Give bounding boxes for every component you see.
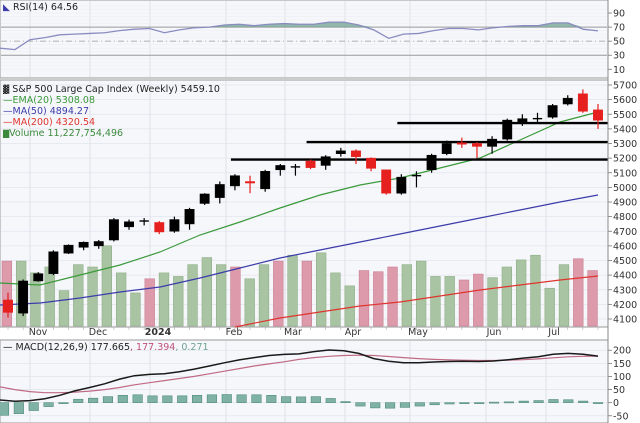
macd-legend: — MACD(12,26,9) 177.665, 177.394, 0.271 — [3, 342, 209, 353]
price-tick-label: 4600 — [613, 241, 637, 252]
candlestick-icon: ▓ — [3, 85, 10, 94]
price-tick-label: 5400 — [613, 124, 637, 135]
rsi-tick-label: 50 — [613, 37, 625, 48]
macd-signal-label: , 177.394 — [130, 342, 176, 353]
rsi-tick-label: 10 — [613, 65, 625, 76]
macd-line-icon: — — [3, 342, 13, 353]
ma50-line-icon: — — [3, 106, 13, 117]
price-title: S&P 500 Large Cap Index (Weekly) 5459.10 — [12, 84, 220, 95]
price-tick-label: 5000 — [613, 183, 637, 194]
volume-label: Volume 11,227,754,496 — [9, 128, 124, 139]
rsi-tick-label: 90 — [613, 9, 625, 20]
price-tick-label: 4300 — [613, 285, 637, 296]
price-tick-label: 4900 — [613, 198, 637, 209]
rsi-panel — [0, 0, 609, 79]
x-axis-label: Apr — [345, 327, 362, 338]
volume-bars — [1, 245, 598, 327]
x-axis-label: Jul — [547, 327, 559, 338]
x-axis-label: Feb — [226, 327, 243, 338]
macd-tick-label: 200 — [613, 346, 631, 357]
volume-bars-icon: ▇ — [3, 129, 10, 138]
rsi-legend: ◣ RSI(14) 64.56 — [3, 2, 78, 14]
x-axis-label: Mar — [284, 327, 302, 338]
macd-hist-label: , 0.271 — [175, 342, 209, 353]
x-axis-label: Dec — [89, 327, 107, 338]
candlesticks — [3, 89, 603, 318]
x-axis-label: May — [408, 327, 428, 338]
price-tick-label: 4200 — [613, 300, 637, 311]
x-axis-label: Nov — [29, 327, 48, 338]
macd-tick-label: 0 — [613, 398, 619, 409]
ma200-line-icon: — — [3, 117, 13, 128]
price-tick-label: 4400 — [613, 271, 637, 282]
macd-plot — [0, 349, 604, 416]
price-tick-label: 5500 — [613, 110, 637, 121]
x-axis-label: Jun — [486, 327, 502, 338]
price-tick-label: 4700 — [613, 227, 637, 238]
rsi-tick-label: 30 — [613, 51, 625, 62]
macd-tick-label: 150 — [613, 359, 631, 370]
ma200-label: MA(200) 4320.54 — [12, 117, 96, 128]
rsi-label: RSI(14) 64.56 — [12, 2, 79, 13]
macd-tick-label: -50 — [613, 411, 629, 422]
macd-label: MACD(12,26,9) 177.665 — [15, 342, 130, 353]
price-tick-label: 5100 — [613, 168, 637, 179]
price-legend: ▓ S&P 500 Large Cap Index (Weekly) 5459.… — [3, 84, 220, 139]
price-tick-label: 5600 — [613, 95, 637, 106]
ma50-label: MA(50) 4894.27 — [12, 106, 90, 117]
price-tick-label: 4100 — [613, 315, 637, 326]
ema-line-icon: — — [3, 95, 13, 106]
price-tick-label: 4500 — [613, 256, 637, 267]
x-axis-label: 2024 — [145, 327, 172, 338]
rsi-plot — [0, 21, 599, 51]
rsi-tick-label: 70 — [613, 23, 625, 34]
price-tick-label: 5700 — [613, 81, 637, 92]
macd-tick-label: 100 — [613, 372, 631, 383]
axis-labels: 90 70 50 30 10 5700 5600 5500 5400 5300 5200 5100 50… — [7, 0, 637, 423]
ema-label: EMA(20) 5308.08 — [12, 95, 96, 106]
macd-tick-label: 50 — [613, 385, 625, 396]
moving-average-lines — [0, 111, 599, 328]
price-tick-label: 5300 — [613, 139, 637, 150]
price-tick-label: 5200 — [613, 154, 637, 165]
price-tick-label: 4800 — [613, 212, 637, 223]
rsi-icon: ◣ — [3, 3, 10, 13]
